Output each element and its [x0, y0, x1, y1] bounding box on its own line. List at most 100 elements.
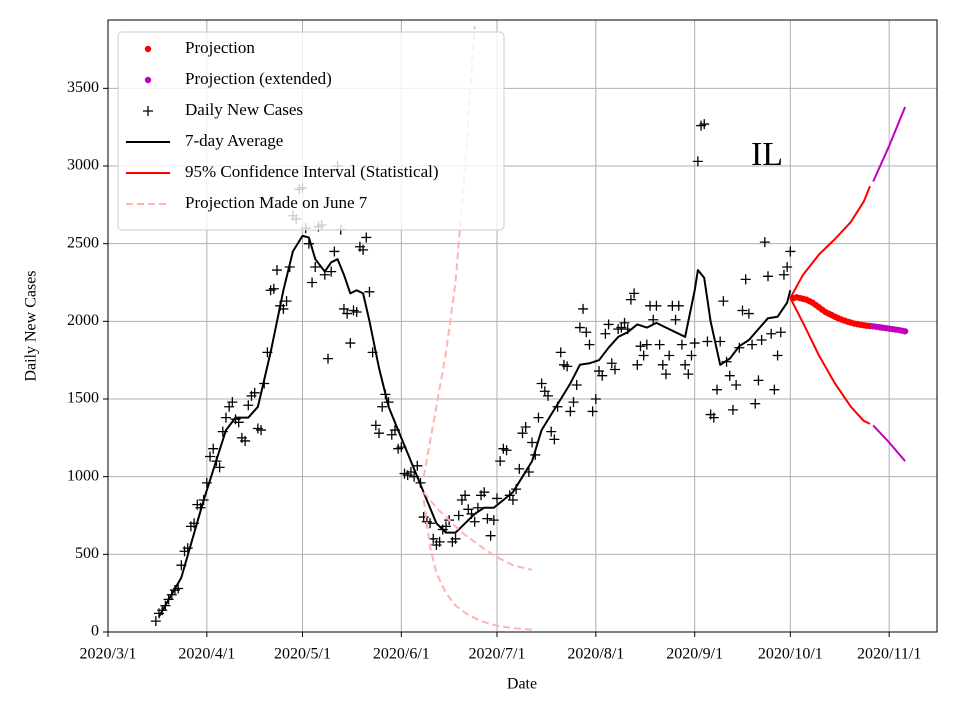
case-marker	[249, 387, 260, 398]
y-tick-label: 2500	[67, 234, 99, 251]
case-marker	[469, 516, 480, 527]
case-marker	[743, 308, 754, 319]
case-marker	[651, 300, 662, 311]
legend-marker	[144, 76, 152, 84]
case-marker	[619, 317, 630, 328]
x-tick-label: 2020/9/1	[666, 646, 723, 663]
case-marker	[584, 339, 595, 350]
case-marker	[546, 426, 557, 437]
case-marker	[565, 406, 576, 417]
case-marker	[782, 261, 793, 272]
case-marker	[482, 513, 493, 524]
case-marker	[307, 277, 318, 288]
case-marker	[205, 451, 216, 462]
x-tick-label: 2020/7/1	[469, 646, 526, 663]
x-tick-label: 2020/11/1	[857, 646, 921, 663]
case-marker	[507, 494, 518, 505]
x-tick-label: 2020/6/1	[373, 646, 430, 663]
legend: Projection Projection (extended) Daily New…	[117, 31, 505, 231]
case-marker	[763, 271, 774, 282]
upper-line	[422, 26, 476, 477]
case-marker	[772, 350, 783, 361]
case-marker	[377, 401, 388, 412]
case-marker	[657, 359, 668, 370]
case-marker	[785, 246, 796, 257]
case-marker	[676, 339, 687, 350]
lower-line	[422, 499, 533, 631]
legend-marker	[144, 45, 152, 53]
projection-dot	[901, 328, 909, 335]
case-marker	[479, 487, 490, 498]
case-marker	[664, 350, 675, 361]
case-marker	[590, 394, 601, 405]
ticks: 0 500 1000 1500 2000 2500 3000 3500 2020/3/1 2020…	[67, 79, 921, 663]
case-marker	[208, 443, 219, 454]
case-marker	[214, 462, 225, 473]
case-marker	[150, 616, 161, 627]
case-marker	[581, 327, 592, 338]
case-marker	[351, 307, 362, 318]
case-marker	[271, 265, 282, 276]
extended-upper-line	[872, 106, 907, 182]
case-marker	[708, 412, 719, 423]
case-marker	[625, 294, 636, 305]
case-marker	[683, 369, 694, 380]
case-marker	[673, 300, 684, 311]
extended-lower-line	[872, 424, 906, 462]
case-marker	[660, 369, 671, 380]
case-marker	[182, 543, 193, 554]
case-marker	[220, 412, 231, 423]
case-marker	[412, 460, 423, 471]
case-marker	[555, 347, 566, 358]
case-marker	[737, 305, 748, 316]
case-marker	[543, 390, 554, 401]
upper-line	[789, 185, 871, 299]
legend-label: 95% Confidence Interval (Statistical)	[185, 162, 439, 181]
case-marker	[775, 327, 786, 338]
case-marker	[514, 463, 525, 474]
x-tick-label: 2020/4/1	[178, 646, 235, 663]
case-marker	[718, 296, 729, 307]
y-tick-label: 1000	[67, 467, 99, 484]
case-marker	[361, 232, 372, 243]
case-marker	[609, 364, 620, 375]
x-tick-label: 2020/3/1	[80, 646, 137, 663]
legend-box	[117, 31, 505, 231]
case-marker	[364, 286, 375, 297]
case-marker	[520, 421, 531, 432]
case-marker	[689, 338, 700, 349]
case-marker	[654, 339, 665, 350]
case-marker	[686, 350, 697, 361]
case-marker	[740, 274, 751, 285]
case-marker	[434, 536, 445, 547]
y-tick-label: 2000	[67, 312, 99, 329]
case-marker	[549, 434, 560, 445]
legend-label: Projection Made on June 7	[185, 193, 368, 212]
line	[422, 491, 533, 571]
case-marker	[778, 269, 789, 280]
x-tick-label: 2020/8/1	[567, 646, 624, 663]
case-marker	[527, 437, 538, 448]
y-tick-label: 0	[91, 623, 99, 640]
legend-label: 7-day Average	[185, 131, 283, 150]
x-axis-label: Date	[507, 676, 537, 693]
case-marker	[453, 510, 464, 521]
case-marker	[578, 303, 589, 314]
case-marker	[635, 341, 646, 352]
case-marker	[702, 336, 713, 347]
case-marker	[495, 456, 506, 467]
case-marker	[323, 353, 334, 364]
case-marker	[597, 370, 608, 381]
plot-area	[150, 26, 909, 631]
legend-marker	[143, 106, 153, 116]
annotation: IL	[751, 136, 783, 173]
line	[158, 234, 792, 617]
y-tick-label: 3500	[67, 79, 99, 96]
case-marker	[699, 119, 710, 130]
case-marker	[374, 428, 385, 439]
case-marker	[629, 288, 640, 299]
lower-line	[789, 297, 871, 425]
case-marker	[680, 359, 691, 370]
case-marker	[227, 397, 238, 408]
